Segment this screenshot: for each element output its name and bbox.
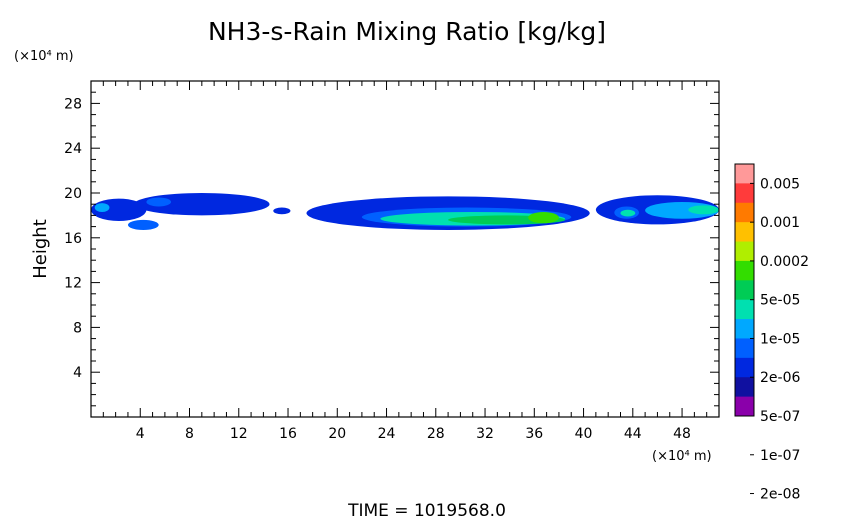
contour-region-15	[688, 205, 719, 215]
contour-region-5	[273, 207, 291, 215]
contour-region-1	[94, 203, 110, 213]
x-tick-label: 24	[378, 426, 396, 442]
colorbar-label: 5e-05	[760, 293, 800, 309]
colorbar-swatch	[735, 202, 754, 223]
x-tick-label: 4	[136, 426, 145, 442]
colorbar-swatch	[735, 164, 754, 184]
y-tick-label: 24	[64, 141, 82, 157]
colorbar-swatch	[735, 357, 754, 378]
contour-region-10	[528, 212, 559, 224]
axis-ticks	[91, 81, 719, 417]
x-tick-label: 36	[525, 426, 543, 442]
colorbar-swatch	[735, 241, 754, 262]
x-tick-label: 44	[624, 426, 642, 442]
x-tick-label: 40	[575, 426, 593, 442]
x-tick-label: 20	[328, 426, 346, 442]
plot-frame	[90, 80, 720, 418]
x-tick-label: 32	[476, 426, 494, 442]
y-tick-label: 4	[73, 365, 82, 381]
colorbar-label: 0.001	[760, 215, 800, 231]
colorbar-swatch	[735, 299, 754, 320]
y-tick-label: 8	[73, 320, 82, 336]
y-tick-label: 20	[64, 186, 82, 202]
time-label: TIME = 1019568.0	[347, 501, 506, 519]
colorbar-frame	[734, 163, 755, 417]
colorbar-swatch	[735, 396, 754, 417]
colorbar-swatch	[735, 222, 754, 243]
contour-region-4	[146, 197, 172, 207]
y-axis-label: Height	[30, 219, 51, 279]
contour-region-2	[127, 219, 159, 230]
colorbar-label: 2e-06	[760, 370, 800, 386]
contour-region-13	[620, 209, 636, 217]
chart-title: NH3-s-Rain Mixing Ratio [kg/kg]	[208, 17, 606, 46]
colorbar-label: 1e-05	[760, 331, 800, 347]
plot-area	[91, 193, 720, 230]
colorbar-swatch	[735, 377, 754, 398]
y-tick-label: 12	[64, 276, 82, 292]
colorbar-swatch	[735, 319, 754, 339]
colorbar-swatch	[735, 338, 754, 359]
colorbar-label: 0.005	[760, 176, 800, 192]
colorbar-label: 0.0002	[760, 254, 809, 270]
y-tick-label: 28	[64, 96, 82, 112]
y-tick-label: 16	[64, 231, 82, 247]
x-tick-label: 28	[427, 426, 445, 442]
colorbar: 0.005 0.001 0.0002 5e-05 1e-05 2e-06 5e-07 1e-0…	[734, 163, 809, 503]
colorbar-swatch	[735, 260, 754, 281]
x-tick-label: 48	[673, 426, 691, 442]
x-tick-label: 16	[279, 426, 297, 442]
colorbar-label: 5e-07	[760, 409, 800, 425]
x-tick-label: 8	[185, 426, 194, 442]
colorbar-swatch	[735, 280, 754, 301]
y-axis-unit: (×10⁴ m)	[14, 49, 74, 64]
colorbar-label: 1e-07	[760, 448, 800, 464]
contour-region-3	[134, 193, 270, 216]
x-tick-label: 12	[230, 426, 248, 442]
colorbar-swatch	[735, 183, 754, 204]
colorbar-label: 2e-08	[760, 487, 800, 503]
x-axis-unit: (×10⁴ m)	[652, 449, 712, 464]
